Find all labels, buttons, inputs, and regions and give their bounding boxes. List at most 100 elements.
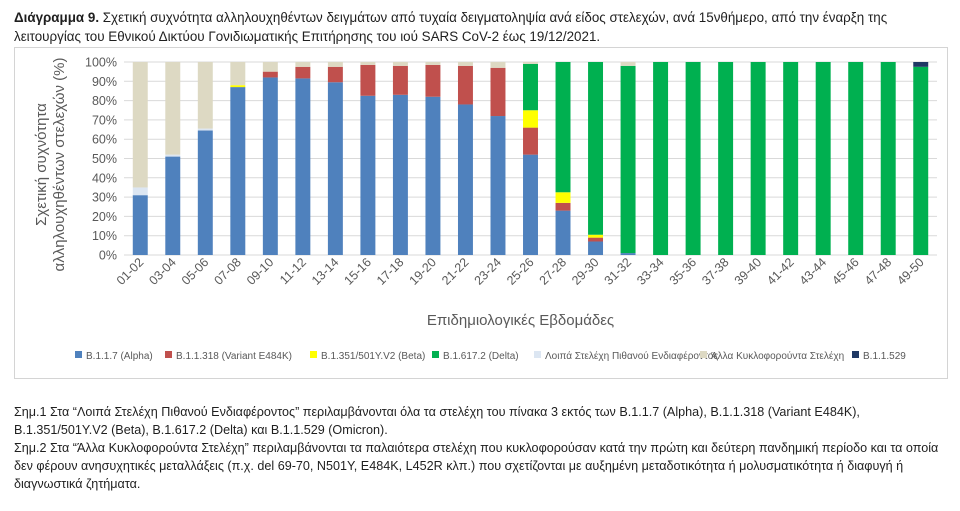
bar-segment — [295, 62, 311, 67]
bar-segment — [262, 71, 278, 78]
x-tick-label: 29-30 — [569, 255, 602, 288]
y-tick-label: 30% — [92, 191, 117, 205]
x-tick-label: 13-14 — [309, 255, 342, 288]
bar-segment — [555, 192, 571, 203]
bar-segment — [425, 62, 441, 65]
bar-segment — [262, 77, 278, 255]
x-tick-label: 33-34 — [634, 255, 667, 288]
y-axis-title: Σχετική συχνότητααλληλουχηθέντων στελεχώ… — [33, 58, 68, 272]
x-tick-label: 39-40 — [732, 255, 765, 288]
y-tick-label: 10% — [92, 229, 117, 243]
bar-segment — [230, 87, 246, 255]
legend-swatch — [165, 351, 172, 358]
legend-label: Άλλα Κυκλοφορούντα Στελέχη — [711, 350, 844, 362]
x-tick-label: 27-28 — [537, 255, 570, 288]
bar-segment — [360, 62, 376, 65]
legend-swatch — [75, 351, 82, 358]
x-tick-label: 41-42 — [764, 255, 797, 288]
y-tick-label: 80% — [92, 94, 117, 108]
bar-segment — [457, 65, 473, 105]
bar-segment — [132, 187, 148, 196]
x-tick-label: 31-32 — [602, 255, 635, 288]
bar-segment — [523, 62, 538, 64]
x-tick-label: 03-04 — [146, 255, 179, 288]
bar-segment — [490, 62, 506, 68]
bar-segment — [230, 85, 246, 88]
x-axis-title: Επιδημιολογικές Εβδομάδες — [427, 312, 614, 329]
bar-segment — [360, 64, 376, 96]
x-tick-label: 21-22 — [439, 255, 472, 288]
bar-segment — [588, 62, 604, 235]
bar-segment — [327, 62, 343, 67]
bar-segment — [197, 128, 213, 131]
legend-label: B.1.617.2 (Delta) — [443, 351, 519, 362]
caption-text: Σχετική συχνότητα αλληλουχηθέντων δειγμά… — [14, 10, 888, 44]
bar-segment — [555, 202, 571, 211]
bar-segment — [197, 62, 213, 129]
legend-swatch — [852, 351, 859, 358]
bar-segment — [880, 62, 896, 255]
bar-segment — [588, 241, 604, 255]
bar-segment — [132, 62, 148, 188]
bar-segment — [327, 82, 343, 255]
bar-segment — [848, 62, 864, 255]
x-tick-label: 25-26 — [504, 255, 537, 288]
x-tick-label: 09-10 — [244, 255, 277, 288]
y-tick-label: 40% — [92, 171, 117, 185]
bar-segment — [523, 110, 538, 128]
bar-segment — [457, 62, 473, 66]
bar-segment — [327, 66, 343, 83]
caption-number: Διάγραμμα 9. — [14, 10, 100, 25]
bar-segment — [718, 62, 734, 255]
bar-segment — [523, 154, 538, 255]
bar-segment — [653, 62, 669, 255]
legend-label: Λοιπά Στελέχη Πιθανού Ενδιαφέροντος — [545, 350, 718, 362]
bar-segment — [913, 62, 929, 67]
bar-segment — [197, 130, 213, 255]
footnotes: Σημ.1 Στα “Λοιπά Στελέχη Πιθανού Ενδιαφέ… — [14, 403, 949, 493]
y-tick-label: 20% — [92, 210, 117, 224]
bar-segment — [685, 62, 701, 255]
bar-segment — [165, 156, 181, 255]
chart-frame — [14, 47, 948, 379]
bar-segment — [295, 66, 311, 79]
bar-segment — [425, 96, 441, 255]
legend-label: B.1.1.318 (Variant E484K) — [176, 351, 292, 362]
bar-segment — [620, 253, 636, 255]
x-tick-label: 37-38 — [699, 255, 732, 288]
chart-caption: Διάγραμμα 9. Σχετική συχνότητα αλληλουχη… — [14, 8, 944, 46]
stacked-bar-chart: 0% 10% 20% 30% 40% 50% 60% 70% 80% 90% 100% 01-02 03… — [33, 56, 937, 362]
footnote-2: Σημ.2 Στα “Άλλα Κυκλοφορούντα Στελέχη” π… — [14, 441, 939, 491]
x-tick-label: 35-36 — [667, 255, 700, 288]
bar-segment — [490, 116, 506, 255]
x-tick-label: 19-20 — [407, 255, 440, 288]
bar-segment — [262, 62, 278, 72]
legend-swatch — [310, 351, 317, 358]
x-tick-label: 45-46 — [829, 255, 862, 288]
bar-segment — [588, 234, 604, 238]
bar-segment — [392, 62, 408, 66]
legend-label: B.1.1.7 (Alpha) — [86, 351, 153, 362]
bar-segment — [165, 154, 181, 157]
bar-segment — [457, 104, 473, 256]
y-tick-label: 100% — [85, 56, 117, 70]
x-tick-label: 17-18 — [374, 255, 407, 288]
x-tick-label: 49-50 — [894, 255, 927, 288]
y-tick-label: 60% — [92, 133, 117, 147]
bar-segment — [815, 62, 831, 255]
bar-segment — [165, 62, 181, 155]
y-tick-label: 90% — [92, 75, 117, 89]
legend-swatch — [432, 351, 439, 358]
x-tick-label: 07-08 — [211, 255, 244, 288]
bar-segment — [913, 66, 929, 255]
bar-segment — [392, 94, 408, 255]
bar-segment — [750, 62, 766, 255]
bar-segment — [783, 62, 799, 255]
legend-label: B.1.351/501Y.V2 (Beta) — [321, 351, 425, 362]
bar-segment — [360, 95, 376, 256]
x-tick-label: 15-16 — [342, 255, 375, 288]
bar-segment — [295, 78, 311, 255]
legend-swatch — [534, 351, 541, 358]
x-tick-label: 11-12 — [277, 255, 309, 287]
bar-segment — [588, 237, 604, 242]
